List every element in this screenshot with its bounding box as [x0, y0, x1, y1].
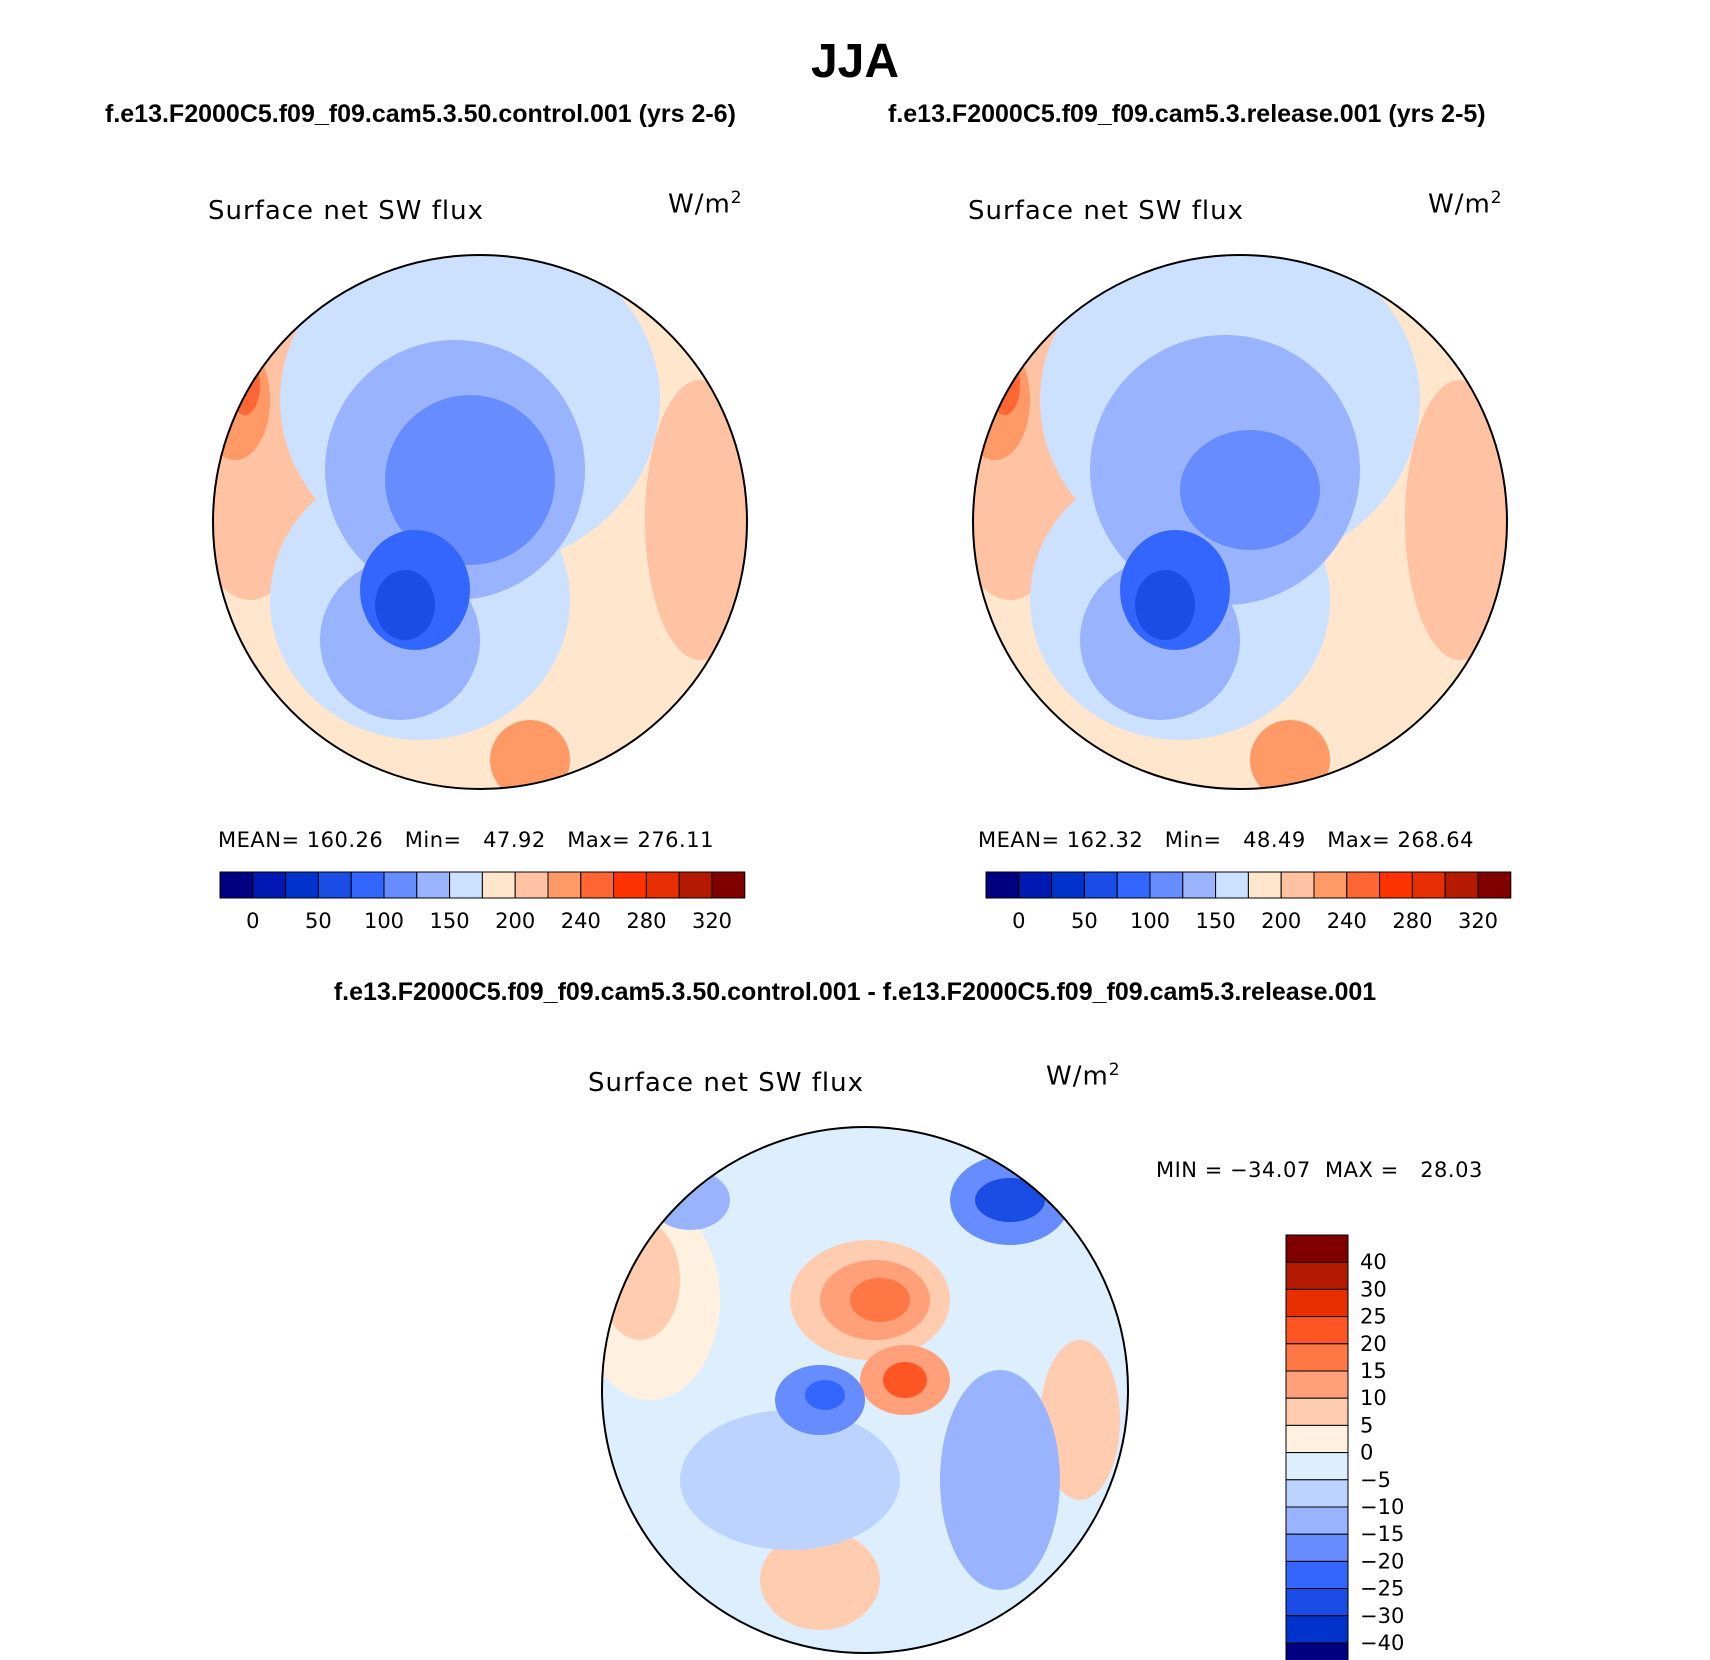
colorbar-release-swatch: [1346, 871, 1381, 899]
case-title-control: f.e13.F2000C5.f09_f09.cam5.3.50.control.…: [105, 100, 736, 128]
colorbar-difference-swatch: [1285, 1560, 1349, 1590]
colorbar-control-tick-label: 320: [692, 909, 732, 933]
colorbar-release-tick-label: 240: [1327, 909, 1367, 933]
colorbar-difference-tick-label: −30: [1360, 1604, 1404, 1628]
colorbar-difference-swatch: [1285, 1479, 1349, 1508]
colorbar-control-swatch: [219, 871, 254, 899]
colorbar-release-swatch: [1215, 871, 1249, 899]
colorbar-difference-tick-label: 40: [1360, 1250, 1387, 1274]
map-difference: [601, 1126, 1129, 1654]
colorbar-control-swatch: [252, 871, 287, 899]
colorbar-control-tick-label: 200: [495, 909, 535, 933]
units-control: W/m2: [668, 188, 743, 220]
colorbar-control-swatch: [285, 871, 319, 899]
units-difference: W/m2: [1046, 1060, 1121, 1092]
colorbar-release-swatch: [985, 871, 1020, 899]
colorbar-control-swatch: [678, 871, 713, 899]
colorbar-release: 0 50 100 150 200 240 280 320: [985, 871, 1512, 933]
case-title-difference: f.e13.F2000C5.f09_f09.cam5.3.50.control.…: [333, 978, 1377, 1006]
map-control: [212, 254, 748, 794]
colorbar-difference-tick-label: 0: [1360, 1441, 1373, 1465]
colorbar-difference-tick-label: −15: [1360, 1522, 1404, 1546]
colorbar-difference-swatch: [1285, 1424, 1349, 1454]
colorbar-release-tick-label: 320: [1458, 909, 1498, 933]
colorbar-release-swatch: [1247, 871, 1282, 899]
colorbar-control-tick-label: 280: [626, 909, 666, 933]
colorbar-release-tick-label: 200: [1261, 909, 1301, 933]
var-title-difference: Surface net SW flux: [588, 1068, 864, 1098]
colorbar-difference-tick-label: 30: [1360, 1277, 1387, 1301]
colorbar-difference-swatch: [1285, 1615, 1349, 1644]
colorbar-difference-swatch: [1285, 1588, 1349, 1617]
colorbar-control-tick-label: 150: [430, 909, 470, 933]
colorbar-control-swatch: [350, 871, 385, 899]
colorbar-control-swatch: [449, 871, 483, 899]
colorbar-difference-tick-label: −40: [1360, 1631, 1404, 1655]
figure-title: JJA: [810, 35, 900, 88]
colorbar-release-swatch: [1051, 871, 1085, 899]
var-title-control: Surface net SW flux: [208, 196, 484, 226]
stats-release: MEAN= 162.32 Min= 48.49 Max= 268.64: [978, 828, 1474, 852]
colorbar-release-tick-label: 50: [1071, 909, 1098, 933]
colorbar-release-tick-label: 0: [1012, 909, 1025, 933]
colorbar-control-swatch: [645, 871, 680, 899]
colorbar-difference-tick-label: 20: [1360, 1332, 1387, 1356]
colorbar-difference-tick-label: 10: [1360, 1386, 1387, 1410]
colorbar-release-swatch: [1149, 871, 1184, 899]
colorbar-release-swatch: [1444, 871, 1479, 899]
colorbar-release-swatch: [1083, 871, 1118, 899]
colorbar-difference-tick-label: 5: [1360, 1413, 1373, 1437]
colorbar-difference-swatch: [1285, 1370, 1349, 1399]
colorbar-release-swatch: [1018, 871, 1053, 899]
colorbar-release-swatch: [1280, 871, 1315, 899]
case-title-release: f.e13.F2000C5.f09_f09.cam5.3.release.001…: [888, 100, 1486, 128]
colorbar-control-swatch: [416, 871, 451, 899]
colorbar-difference-tick-label: −10: [1360, 1495, 1404, 1519]
colorbar-control-tick-label: 0: [246, 909, 259, 933]
colorbar-control-swatch: [547, 871, 582, 899]
stats-difference: MIN = −34.07 MAX = 28.03: [1156, 1158, 1483, 1182]
colorbar-control-tick-label: 100: [364, 909, 404, 933]
colorbar-release-swatch: [1379, 871, 1413, 899]
var-title-release: Surface net SW flux: [968, 196, 1244, 226]
colorbar-difference-swatch: [1285, 1506, 1349, 1535]
colorbar-control-tick-label: 50: [305, 909, 332, 933]
colorbar-release-swatch: [1116, 871, 1151, 899]
colorbar-difference-swatch: [1285, 1343, 1349, 1372]
colorbar-difference-tick-label: 15: [1360, 1359, 1387, 1383]
colorbar-control-swatch: [481, 871, 516, 899]
stats-control: MEAN= 160.26 Min= 47.92 Max= 276.11: [218, 828, 714, 852]
colorbar-difference-tick-label: −5: [1360, 1468, 1391, 1492]
colorbar-control: 0 50 100 150 200 240 280 320: [219, 871, 746, 933]
colorbar-difference-tick-label: −20: [1360, 1549, 1404, 1573]
colorbar-control-swatch: [580, 871, 615, 899]
colorbar-release-tick-label: 150: [1196, 909, 1236, 933]
colorbar-difference-tick-label: −25: [1360, 1577, 1404, 1601]
colorbar-difference-tick-label: 25: [1360, 1305, 1387, 1329]
colorbar-difference-swatch: [1285, 1234, 1349, 1263]
colorbar-release-swatch: [1477, 871, 1512, 899]
colorbar-difference: 40 30 25 20 15 10 5 0 −5 −10 −15 −20 −25 −30 −40: [1285, 1234, 1404, 1660]
colorbar-difference-swatch: [1285, 1316, 1349, 1345]
colorbar-difference-swatch: [1285, 1261, 1349, 1290]
colorbar-control-swatch: [711, 871, 746, 899]
colorbar-control-swatch: [383, 871, 418, 899]
colorbar-control-swatch: [613, 871, 647, 899]
colorbar-difference-swatch: [1285, 1533, 1349, 1562]
colorbar-control-tick-label: 240: [561, 909, 601, 933]
colorbar-control-swatch: [317, 871, 352, 899]
colorbar-difference-swatch: [1285, 1642, 1349, 1660]
colorbar-release-tick-label: 100: [1130, 909, 1170, 933]
colorbar-release-swatch: [1182, 871, 1217, 899]
colorbar-difference-swatch: [1285, 1452, 1349, 1481]
colorbar-difference-swatch: [1285, 1397, 1349, 1426]
colorbar-release-tick-label: 280: [1392, 909, 1432, 933]
colorbar-control-swatch: [514, 871, 549, 899]
map-release: [972, 254, 1508, 790]
colorbar-difference-swatch: [1285, 1288, 1349, 1318]
units-release: W/m2: [1428, 188, 1503, 220]
colorbar-release-swatch: [1313, 871, 1348, 899]
colorbar-release-swatch: [1411, 871, 1446, 899]
